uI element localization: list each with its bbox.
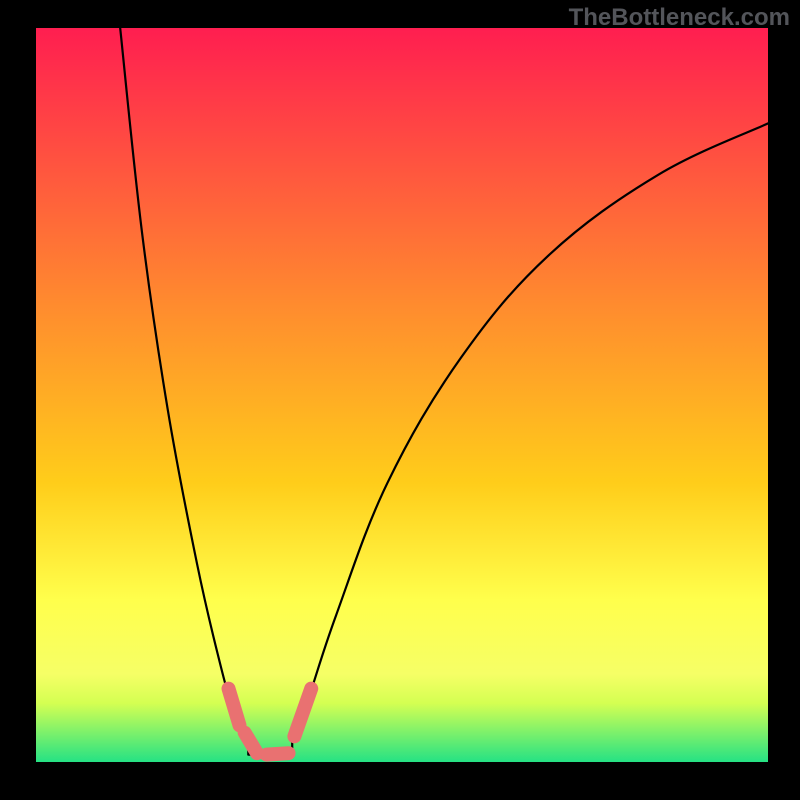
chart-frame: TheBottleneck.com (0, 0, 800, 800)
bottleneck-chart (0, 0, 800, 800)
gradient-background (36, 28, 768, 762)
highlight-segment (267, 753, 289, 754)
watermark-text: TheBottleneck.com (569, 4, 790, 32)
